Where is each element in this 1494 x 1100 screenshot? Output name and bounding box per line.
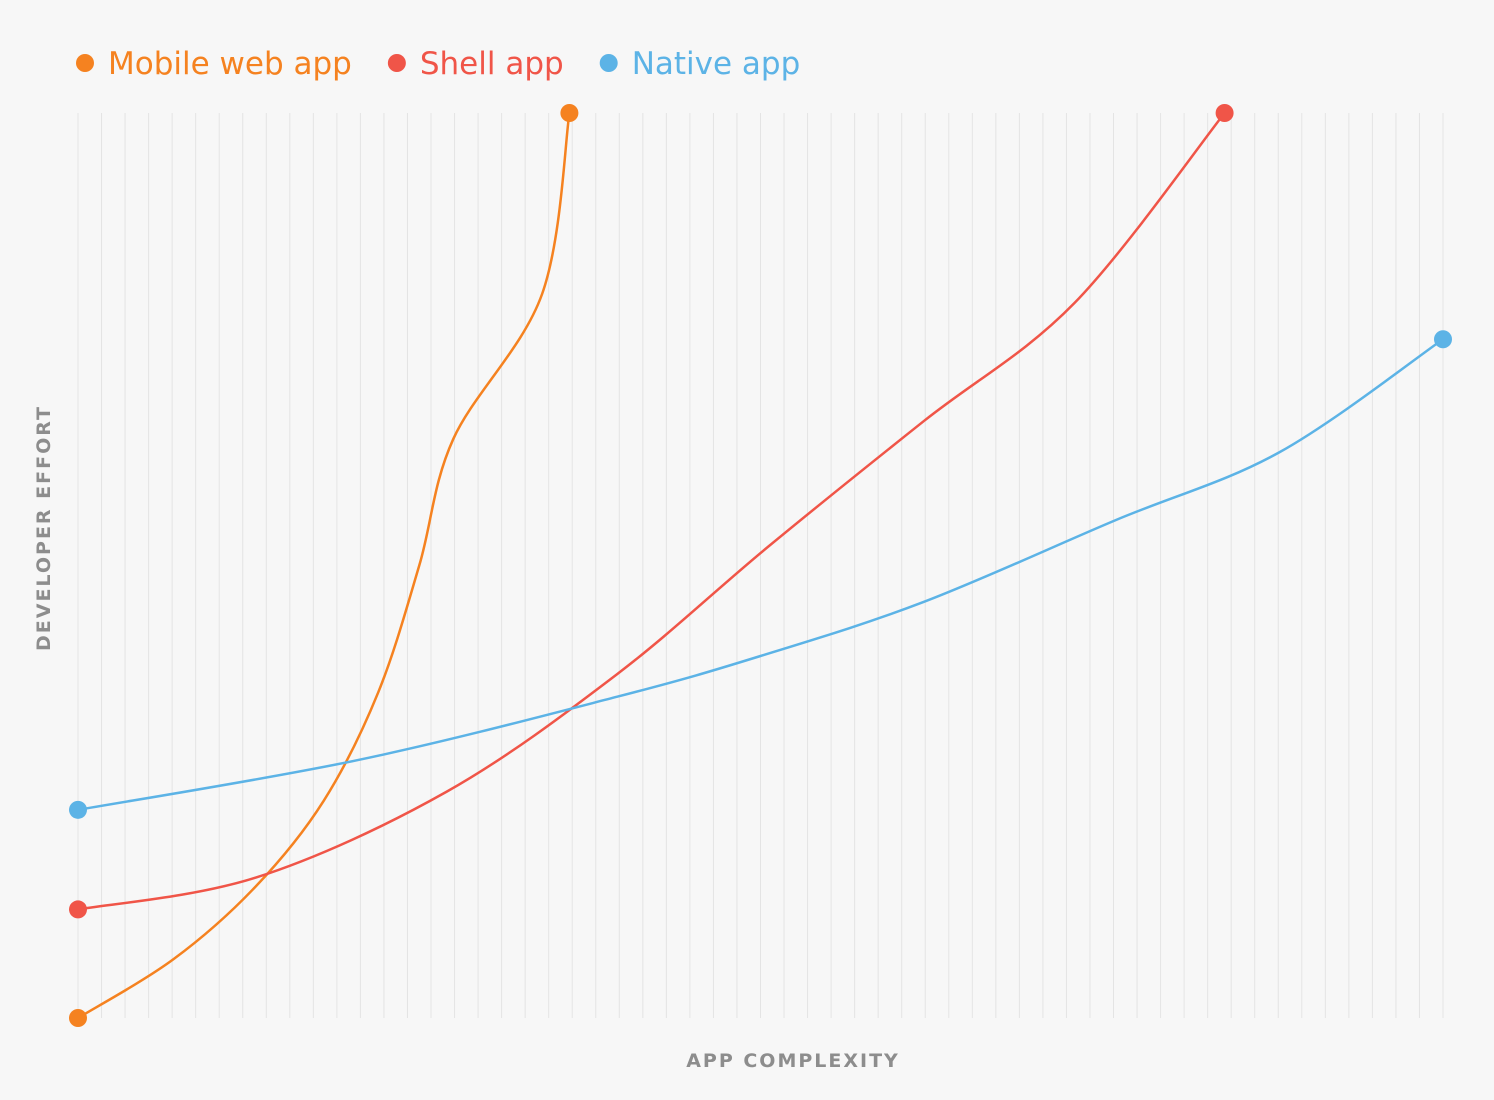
legend-item-mobile-web-app: Mobile web app (76, 46, 352, 82)
series-start-point (69, 1009, 87, 1027)
legend-item-native-app: Native app (599, 46, 801, 82)
series-end-point (1215, 104, 1234, 122)
series-native-app (69, 330, 1452, 819)
series-mobile-web-app (69, 104, 579, 1027)
series-end-point (560, 104, 579, 122)
x-axis-label: APP COMPLEXITY (686, 1050, 900, 1072)
legend-marker (599, 54, 618, 72)
legend-label: Shell app (420, 46, 564, 82)
series-start-point (69, 900, 87, 919)
grid (77, 113, 1444, 1018)
legend-marker (76, 54, 94, 72)
series-shell-app (69, 104, 1234, 919)
legend-label: Native app (632, 46, 801, 82)
series-start-point (69, 800, 87, 819)
series-line-mobile-web-app (77, 112, 571, 1020)
series-end-point (1434, 330, 1452, 349)
series-line-native-app (77, 338, 1444, 812)
legend-marker (387, 54, 406, 72)
legend-item-shell-app: Shell app (387, 46, 564, 82)
series-line-shell-app (77, 112, 1226, 911)
legend-label: Mobile web app (108, 46, 352, 82)
y-axis-label: DEVELOPER EFFORT (33, 405, 55, 651)
series-lines (69, 104, 1452, 1027)
legend: Mobile web app Shell app Native app (76, 46, 800, 82)
